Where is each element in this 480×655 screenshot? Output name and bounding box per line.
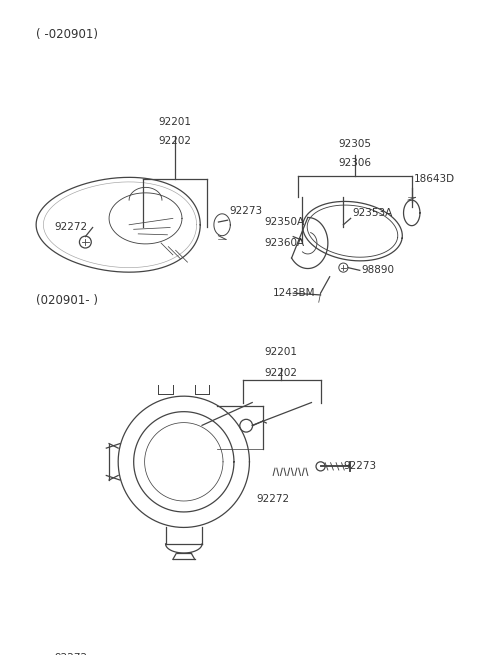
Text: 92273: 92273: [229, 206, 263, 216]
Text: 92360A: 92360A: [264, 238, 304, 248]
Text: 92305: 92305: [339, 139, 372, 149]
Text: 92202: 92202: [158, 136, 191, 146]
Text: 92306: 92306: [339, 159, 372, 168]
Text: ( -020901): ( -020901): [36, 28, 98, 41]
Text: 92272: 92272: [54, 223, 87, 233]
Text: 92272: 92272: [257, 494, 290, 504]
Text: 92353A: 92353A: [352, 208, 393, 218]
Text: 92202: 92202: [265, 368, 298, 378]
Text: 92273: 92273: [343, 461, 376, 472]
Text: 92201: 92201: [265, 347, 298, 357]
Text: 18643D: 18643D: [414, 174, 455, 184]
Text: 98890: 98890: [361, 265, 395, 275]
Text: (020901- ): (020901- ): [36, 294, 98, 307]
Text: 92350A: 92350A: [264, 217, 304, 227]
Text: 92272: 92272: [54, 653, 87, 655]
Text: 92201: 92201: [158, 117, 191, 127]
Text: 1243BM: 1243BM: [273, 288, 316, 298]
